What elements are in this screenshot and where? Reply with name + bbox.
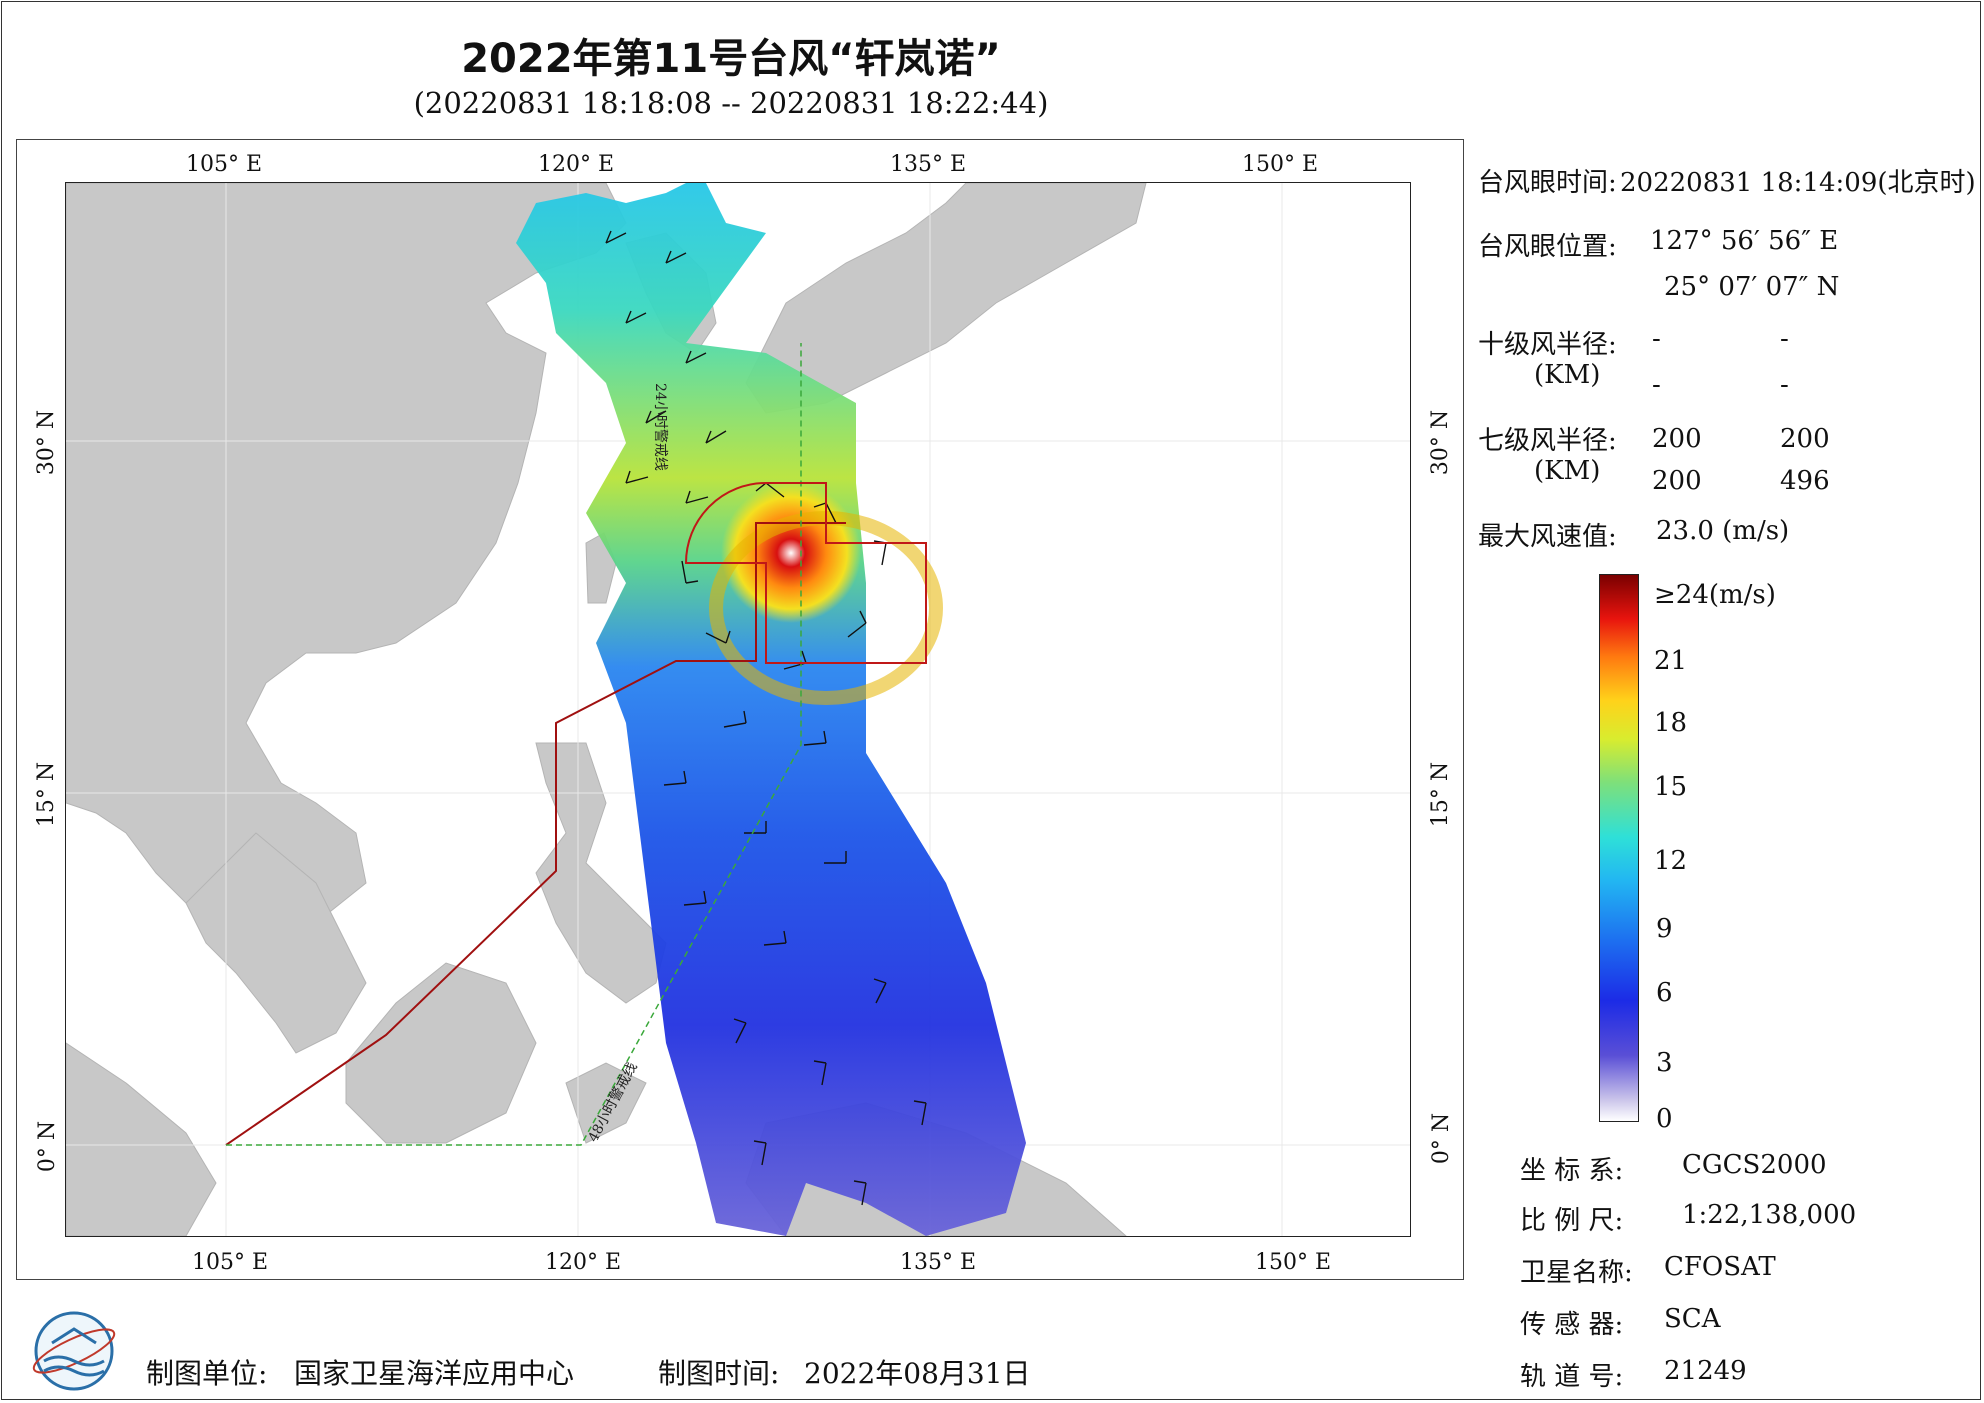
lon-tick-bottom-135: 135° E [900, 1250, 977, 1275]
lat-tick-right-15: 15° N [1428, 761, 1454, 828]
wind-barbs [605, 230, 927, 1206]
r10-unit: (KM) [1534, 360, 1601, 390]
r10-value-3: - [1652, 370, 1661, 400]
r7-value-2: 200 [1780, 424, 1830, 454]
lat-tick-left-0: 0° N [35, 1120, 61, 1173]
scale-value: 1:22,138,000 [1682, 1200, 1857, 1230]
wind-radius-r7 [684, 482, 927, 664]
land-philippines [535, 742, 667, 1004]
r10-value-4: - [1780, 370, 1789, 400]
eye-time-value: 20220831 18:14:09(北京时) [1620, 168, 1976, 198]
land-sulawesi [565, 1062, 647, 1144]
production-time-value: 2022年08月31日 [804, 1357, 1031, 1390]
satellite-label: 卫星名称: [1520, 1258, 1633, 1288]
lon-tick-top-105: 105° E [186, 152, 263, 177]
wind-swath [516, 183, 1026, 1236]
producer-value: 国家卫星海洋应用中心 [294, 1357, 575, 1390]
warning-line-48h [226, 343, 802, 1146]
land-sumatra [66, 1042, 217, 1236]
colorbar-label-18: 18 [1654, 708, 1688, 738]
r7-unit: (KM) [1534, 456, 1601, 486]
orbit-value: 21249 [1664, 1356, 1747, 1386]
r10-value-2: - [1780, 324, 1789, 354]
scale-label: 比 例 尺: [1520, 1206, 1624, 1236]
r10-value-1: - [1652, 324, 1661, 354]
time-range-subtitle: (20220831 18:18:08 -- 20220831 18:22:44) [413, 86, 1049, 120]
r7-value-4: 496 [1780, 466, 1830, 496]
lon-tick-bottom-120: 120° E [545, 1250, 622, 1275]
lon-tick-top-150: 150° E [1242, 152, 1319, 177]
eye-time-label: 台风眼时间: [1478, 168, 1617, 198]
lon-tick-bottom-150: 150° E [1255, 1250, 1332, 1275]
land-asia-mainland [66, 183, 627, 954]
wind-field-map[interactable]: 24小时警戒线 48小时警戒线 [65, 182, 1411, 1237]
colorbar-label-12: 12 [1654, 846, 1688, 876]
max-wind-label: 最大风速值: [1478, 522, 1617, 552]
producer-label: 制图单位: [146, 1357, 268, 1390]
colorbar-label-21: 21 [1654, 646, 1688, 676]
sensor-label: 传 感 器: [1520, 1310, 1624, 1340]
wind-speed-colorbar [1599, 574, 1639, 1122]
land-indochina [185, 832, 367, 1054]
r10-label: 十级风半径: [1478, 330, 1617, 360]
eye-longitude: 127° 56′ 56″ E [1650, 226, 1839, 256]
eye-latitude: 25° 07′ 07″ N [1664, 272, 1840, 302]
page-title: 2022年第11号台风“轩岚诺” [461, 36, 1001, 82]
colorbar-label-24: ≥24(m/s) [1654, 580, 1776, 610]
lon-tick-top-135: 135° E [890, 152, 967, 177]
nsoas-logo-icon [32, 1311, 116, 1391]
satellite-value: CFOSAT [1664, 1252, 1776, 1282]
colorbar-label-3: 3 [1656, 1048, 1673, 1078]
lat-tick-left-15: 15° N [34, 761, 60, 828]
max-wind-value: 23.0 (m/s) [1656, 516, 1790, 546]
colorbar-label-0: 0 [1656, 1104, 1673, 1134]
r7-value-3: 200 [1652, 466, 1702, 496]
production-time-label: 制图时间: [658, 1357, 780, 1390]
map-canvas: 24小时警戒线 48小时警戒线 [66, 183, 1410, 1236]
colorbar-label-15: 15 [1654, 772, 1688, 802]
warning-line-24h-label: 24小时警戒线 [652, 383, 668, 471]
coord-system-label: 坐 标 系: [1520, 1156, 1624, 1186]
warning-line-24h [225, 522, 846, 1146]
r7-value-1: 200 [1652, 424, 1702, 454]
lat-tick-right-0: 0° N [1429, 1112, 1455, 1165]
land-borneo [345, 962, 537, 1144]
map-panel [16, 139, 1464, 1280]
orbit-label: 轨 道 号: [1520, 1362, 1624, 1392]
sensor-value: SCA [1664, 1304, 1721, 1334]
r7-label: 七级风半径: [1478, 426, 1617, 456]
lon-tick-top-120: 120° E [538, 152, 615, 177]
lat-tick-right-30: 30° N [1428, 409, 1454, 476]
colorbar-label-9: 9 [1656, 914, 1673, 944]
lat-tick-left-30: 30° N [34, 409, 60, 476]
colorbar-label-6: 6 [1656, 978, 1673, 1008]
coord-system-value: CGCS2000 [1682, 1150, 1827, 1180]
eye-position-label: 台风眼位置: [1478, 232, 1617, 262]
lon-tick-bottom-105: 105° E [192, 1250, 269, 1275]
